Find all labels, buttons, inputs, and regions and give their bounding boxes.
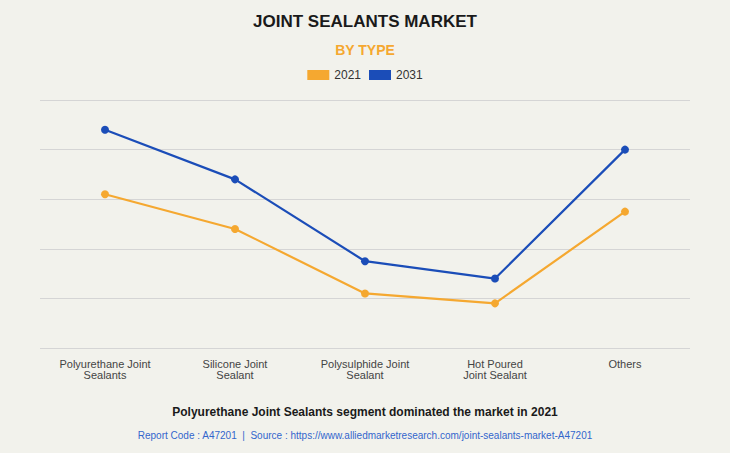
svg-text:2031: 2031	[396, 68, 423, 82]
svg-text:Others: Others	[608, 358, 642, 370]
svg-text:Polysulphide Joint: Polysulphide Joint	[320, 357, 410, 370]
svg-text:Sealants: Sealants	[84, 369, 127, 381]
svg-text:BY TYPE: BY TYPE	[335, 42, 395, 58]
svg-text:Report Code : A47201 | Sourc: Report Code : A47201 | Source : https://…	[138, 430, 593, 441]
svg-text:Sealant: Sealant	[216, 369, 253, 381]
svg-text:2021: 2021	[334, 68, 361, 82]
svg-text:Silicone Joint: Silicone Joint	[202, 357, 268, 370]
svg-text:JOINT SEALANTS MARKET: JOINT SEALANTS MARKET	[253, 12, 477, 31]
svg-text:Polyurethane Joint Sealants se: Polyurethane Joint Sealants segment domi…	[172, 405, 558, 419]
svg-text:Polyurethane Joint: Polyurethane Joint	[59, 357, 151, 370]
svg-text:Joint Sealant: Joint Sealant	[463, 369, 527, 381]
svg-text:Sealant: Sealant	[346, 369, 383, 381]
svg-text:Hot Poured: Hot Poured	[467, 357, 523, 370]
